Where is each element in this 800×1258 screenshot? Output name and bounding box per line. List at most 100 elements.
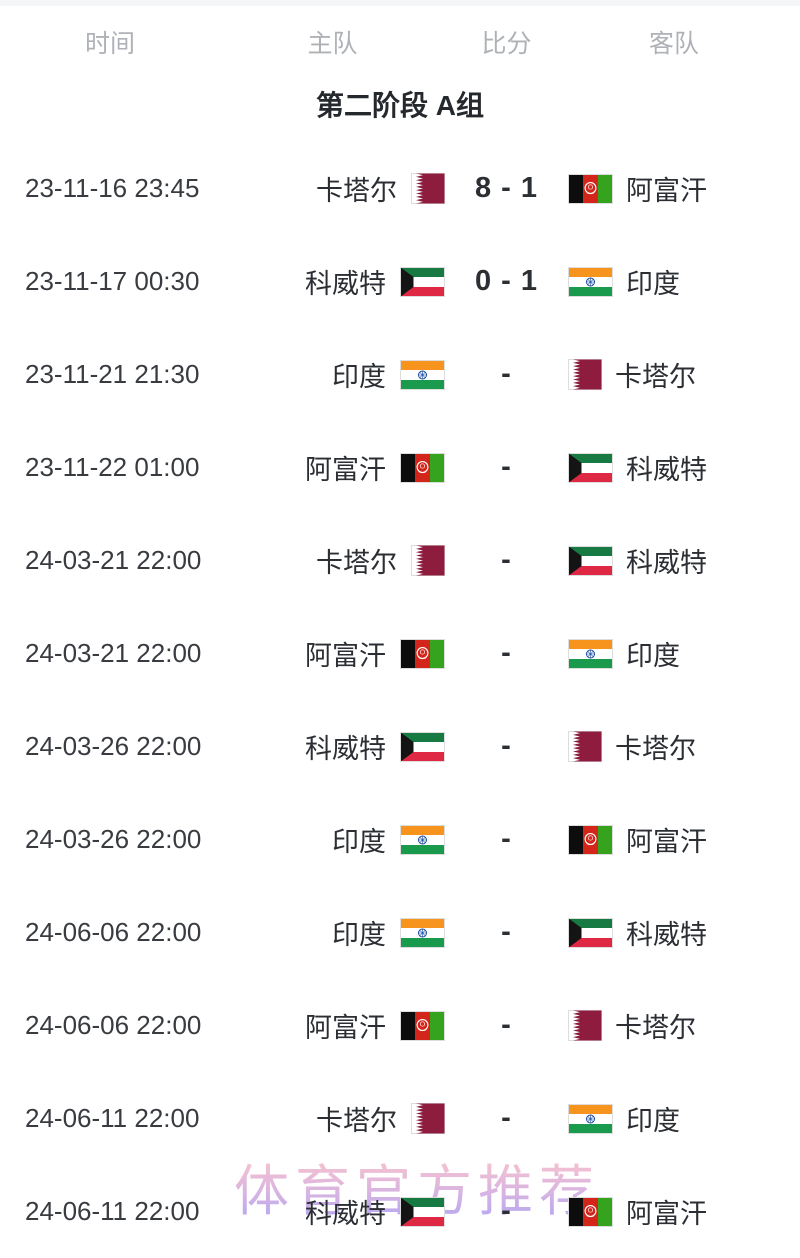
- home-team: 科威特: [220, 1192, 445, 1231]
- match-score: 8 - 1: [474, 172, 539, 204]
- home-team: 科威特: [220, 262, 445, 301]
- away-team-name: 卡塔尔: [615, 734, 696, 764]
- match-row: 23-11-22 01:00 阿富汗 - 科威特: [0, 421, 800, 514]
- away-team: 印度: [568, 634, 780, 673]
- match-list: 23-11-16 23:45 卡塔尔 8 - 1 阿富汗 23-11-17 00:30 科…: [0, 142, 800, 1258]
- match-row: 24-06-11 22:00 科威特 - 阿富汗: [0, 1165, 800, 1258]
- home-team: 印度: [220, 820, 445, 859]
- match-time: 24-03-21 22:00: [25, 545, 202, 575]
- match-score: -: [501, 1195, 512, 1227]
- match-row: 23-11-21 21:30 印度 - 卡塔尔: [0, 328, 800, 421]
- away-team-name: 阿富汗: [626, 176, 707, 206]
- qatar-flag-icon: [568, 731, 602, 762]
- home-team: 阿富汗: [220, 1006, 445, 1045]
- home-team-name: 卡塔尔: [316, 548, 397, 578]
- india-flag-icon: [400, 917, 445, 948]
- match-time: 24-03-26 22:00: [25, 731, 202, 761]
- home-team-name: 阿富汗: [305, 641, 386, 671]
- away-team: 印度: [568, 1099, 780, 1138]
- away-team-name: 阿富汗: [626, 1199, 707, 1229]
- match-row: 23-11-17 00:30 科威特 0 - 1 印度: [0, 235, 800, 328]
- match-row: 24-03-26 22:00 印度 - 阿富汗: [0, 793, 800, 886]
- match-time: 23-11-22 01:00: [25, 452, 200, 482]
- match-score: 0 - 1: [474, 265, 539, 297]
- kuwait-flag-icon: [400, 731, 445, 762]
- top-divider: [0, 0, 800, 6]
- match-score: -: [501, 1102, 512, 1134]
- home-team-name: 阿富汗: [305, 1013, 386, 1043]
- away-team: 科威特: [568, 913, 780, 952]
- match-row: 24-06-11 22:00 卡塔尔 - 印度: [0, 1072, 800, 1165]
- afghanistan-flag-icon: [568, 824, 613, 855]
- away-team: 阿富汗: [568, 820, 780, 859]
- match-time: 23-11-21 21:30: [25, 359, 200, 389]
- afghanistan-flag-icon: [568, 1196, 613, 1227]
- away-team-name: 科威特: [626, 548, 707, 578]
- home-team-name: 科威特: [305, 1199, 386, 1229]
- match-time: 24-06-11 22:00: [25, 1103, 200, 1133]
- match-time: 23-11-16 23:45: [25, 173, 200, 203]
- india-flag-icon: [400, 824, 445, 855]
- home-team: 科威特: [220, 727, 445, 766]
- kuwait-flag-icon: [400, 266, 445, 297]
- home-team-name: 科威特: [305, 269, 386, 299]
- match-time: 24-03-21 22:00: [25, 638, 202, 668]
- kuwait-flag-icon: [400, 1196, 445, 1227]
- column-header-score: 比分: [481, 30, 532, 58]
- afghanistan-flag-icon: [568, 173, 613, 204]
- home-team-name: 阿富汗: [305, 455, 386, 485]
- home-team-name: 印度: [332, 362, 386, 392]
- away-team-name: 印度: [626, 641, 680, 671]
- match-row: 23-11-16 23:45 卡塔尔 8 - 1 阿富汗: [0, 142, 800, 235]
- match-time: 24-06-06 22:00: [25, 1010, 202, 1040]
- match-time: 24-06-06 22:00: [25, 917, 202, 947]
- match-row: 24-03-26 22:00 科威特 - 卡塔尔: [0, 700, 800, 793]
- away-team: 阿富汗: [568, 1192, 780, 1231]
- qatar-flag-icon: [568, 1010, 602, 1041]
- away-team-name: 卡塔尔: [615, 1013, 696, 1043]
- match-score: -: [501, 451, 512, 483]
- kuwait-flag-icon: [568, 545, 613, 576]
- home-team: 卡塔尔: [220, 1099, 445, 1138]
- qatar-flag-icon: [411, 173, 445, 204]
- india-flag-icon: [568, 638, 613, 669]
- away-team-name: 阿富汗: [626, 827, 707, 857]
- away-team-name: 印度: [626, 1106, 680, 1136]
- away-team: 阿富汗: [568, 169, 780, 208]
- india-flag-icon: [400, 359, 445, 390]
- away-team: 卡塔尔: [568, 727, 780, 766]
- match-row: 24-03-21 22:00 卡塔尔 - 科威特: [0, 514, 800, 607]
- home-team-name: 印度: [332, 920, 386, 950]
- home-team: 阿富汗: [220, 448, 445, 487]
- away-team-name: 印度: [626, 269, 680, 299]
- column-header-time: 时间: [84, 30, 135, 58]
- home-team-name: 科威特: [305, 734, 386, 764]
- match-time: 24-06-11 22:00: [25, 1196, 200, 1226]
- section-title: 第二阶段 A组: [315, 90, 484, 121]
- away-team: 科威特: [568, 541, 780, 580]
- qatar-flag-icon: [568, 359, 602, 390]
- away-team: 科威特: [568, 448, 780, 487]
- away-team: 卡塔尔: [568, 1006, 780, 1045]
- match-score: -: [501, 916, 512, 948]
- match-score: -: [501, 637, 512, 669]
- table-header: 时间 主队 比分 客队: [0, 6, 800, 60]
- match-score: -: [501, 730, 512, 762]
- afghanistan-flag-icon: [400, 452, 445, 483]
- match-score: -: [501, 1009, 512, 1041]
- qatar-flag-icon: [411, 1103, 445, 1134]
- match-score: -: [501, 823, 512, 855]
- kuwait-flag-icon: [568, 452, 613, 483]
- home-team-name: 卡塔尔: [316, 1106, 397, 1136]
- match-row: 24-06-06 22:00 阿富汗 - 卡塔尔: [0, 979, 800, 1072]
- match-row: 24-03-21 22:00 阿富汗 - 印度: [0, 607, 800, 700]
- match-score: -: [501, 358, 512, 390]
- away-team-name: 卡塔尔: [615, 362, 696, 392]
- column-header-home: 主队: [307, 30, 358, 58]
- home-team-name: 印度: [332, 827, 386, 857]
- match-row: 24-06-06 22:00 印度 - 科威特: [0, 886, 800, 979]
- away-team-name: 科威特: [626, 920, 707, 950]
- afghanistan-flag-icon: [400, 638, 445, 669]
- india-flag-icon: [568, 266, 613, 297]
